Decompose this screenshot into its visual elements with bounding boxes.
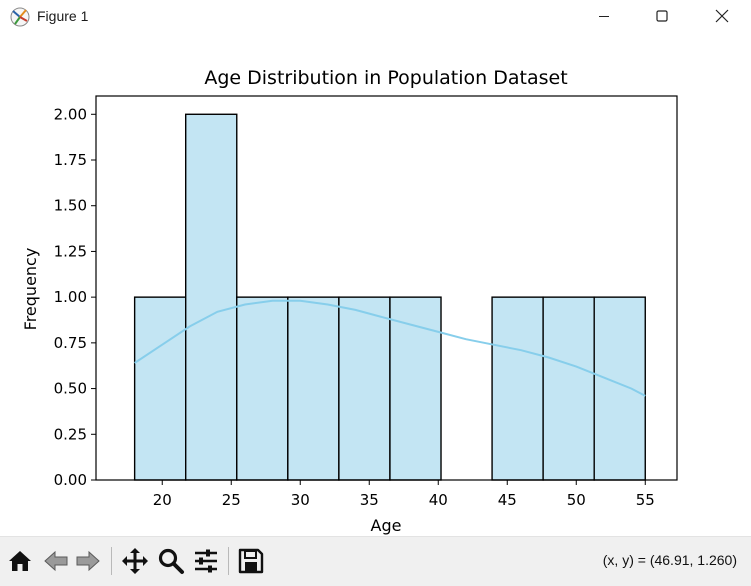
y-tick-label: 0.75 — [54, 334, 87, 352]
back-icon — [44, 550, 68, 572]
kde-line — [134, 299, 646, 397]
zoom-icon — [158, 548, 184, 574]
y-tick-label: 0.25 — [54, 425, 87, 443]
y-tick-label: 1.25 — [54, 242, 87, 260]
save-icon — [238, 548, 264, 574]
histogram-bar — [338, 296, 391, 481]
histogram-bar — [236, 296, 289, 481]
y-tick-label: 0.50 — [54, 380, 87, 398]
pan-button[interactable] — [119, 545, 151, 577]
x-axis-label: Age — [371, 516, 402, 535]
back-button[interactable] — [40, 545, 72, 577]
x-tick-label: 30 — [291, 491, 310, 509]
minimize-button[interactable] — [581, 0, 627, 32]
figure-canvas[interactable]: Age Distribution in Population Dataset 0… — [0, 34, 751, 536]
y-tick-label: 1.50 — [54, 197, 87, 215]
toolbar-separator — [228, 547, 229, 575]
y-axis-label: Frequency — [21, 248, 40, 331]
y-tick-label: 1.75 — [54, 151, 87, 169]
histogram-bars — [133, 113, 646, 481]
x-tick-label: 45 — [498, 491, 517, 509]
histogram-bar — [593, 296, 646, 481]
minimize-icon — [599, 16, 609, 17]
x-tick-label: 35 — [360, 491, 379, 509]
close-icon — [715, 9, 729, 23]
x-tick-label: 25 — [222, 491, 241, 509]
toolbar-separator — [111, 547, 112, 575]
histogram-bar — [185, 113, 238, 481]
forward-button[interactable] — [72, 545, 104, 577]
x-tick-label: 55 — [636, 491, 655, 509]
x-tick-label: 40 — [429, 491, 448, 509]
configure-subplots-icon — [195, 549, 217, 573]
close-button[interactable] — [699, 0, 745, 32]
window-title: Figure 1 — [37, 8, 89, 24]
histogram-bar — [542, 296, 595, 481]
y-tick-label: 1.00 — [54, 288, 87, 306]
histogram-chart: Age Distribution in Population Dataset 0… — [21, 67, 678, 535]
y-axis-ticks: 0.00 0.25 0.50 0.75 1.00 1.25 1.50 1.75 2.00 — [54, 105, 96, 489]
chart-title: Age Distribution in Population Dataset — [204, 67, 567, 89]
axes-frame — [95, 95, 678, 481]
matplotlib-logo-icon — [10, 7, 30, 27]
histogram-bar — [287, 296, 340, 481]
y-tick-label: 0.00 — [54, 471, 87, 489]
histogram-bar — [389, 296, 442, 481]
histogram-bar — [491, 296, 544, 481]
save-button[interactable] — [235, 545, 267, 577]
home-icon — [9, 551, 31, 571]
pan-icon — [122, 548, 148, 574]
navigation-toolbar: (x, y) = (46.91, 1.260) — [0, 536, 751, 586]
y-tick-label: 2.00 — [54, 105, 87, 123]
zoom-button[interactable] — [155, 545, 187, 577]
cursor-coordinates: (x, y) = (46.91, 1.260) — [602, 552, 737, 568]
x-axis-ticks: 20 25 30 35 40 45 50 55 — [153, 480, 655, 509]
title-bar: Figure 1 — [0, 0, 751, 34]
configure-subplots-button[interactable] — [190, 545, 222, 577]
maximize-button[interactable] — [639, 0, 685, 32]
x-tick-label: 20 — [153, 491, 172, 509]
histogram-bar — [133, 296, 187, 481]
x-tick-label: 50 — [567, 491, 586, 509]
forward-icon — [76, 550, 100, 572]
home-button[interactable] — [4, 545, 36, 577]
maximize-icon — [656, 10, 668, 22]
